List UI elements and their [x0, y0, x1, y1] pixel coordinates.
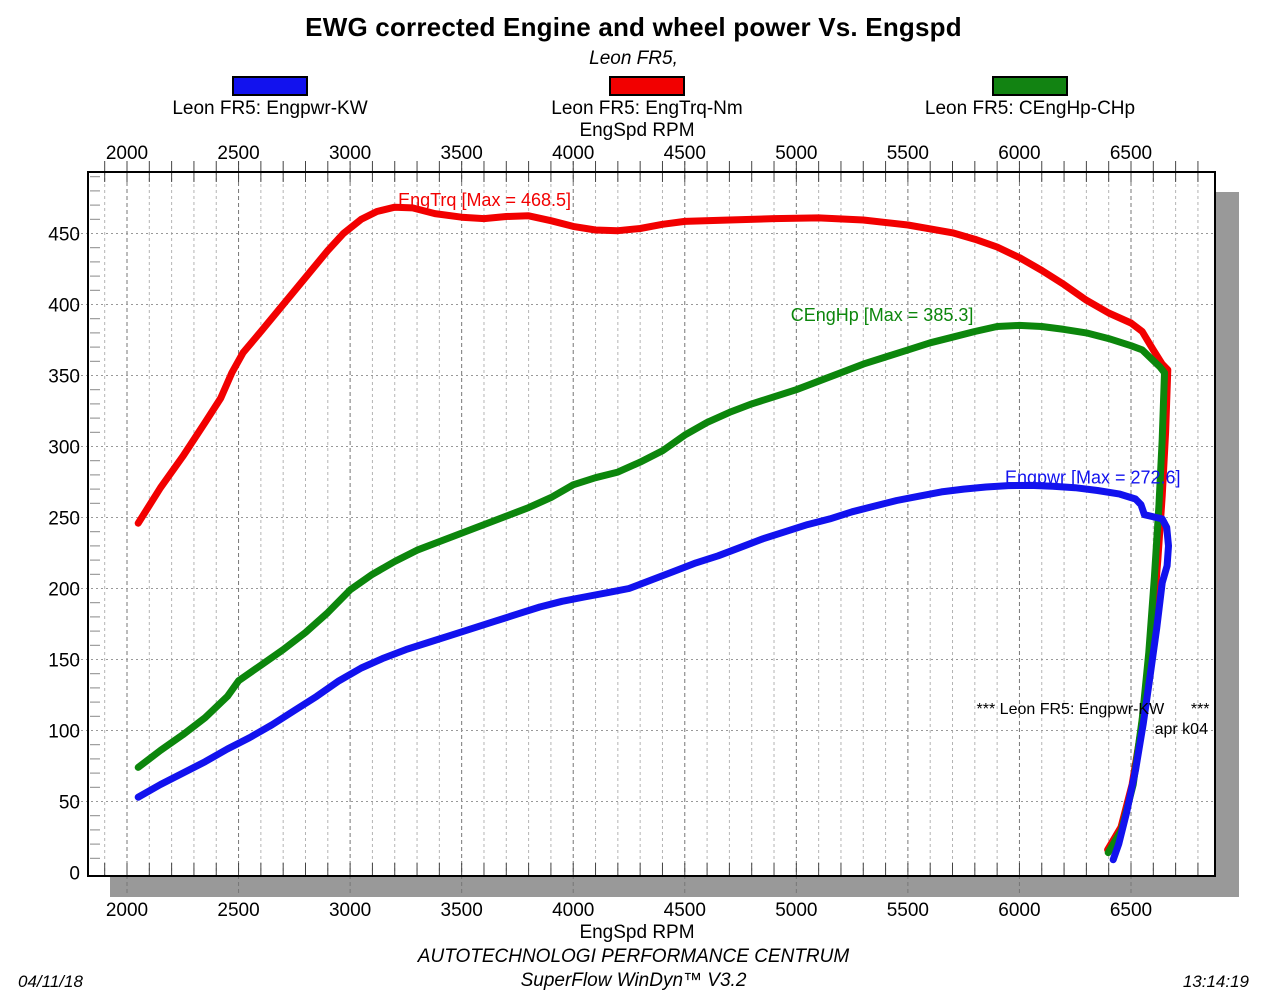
x-tick-label-bottom: 6500	[1110, 900, 1152, 921]
x-tick-label-top: 4500	[664, 143, 706, 164]
x-tick-label-bottom: 2500	[217, 900, 259, 921]
footer-date: 04/11/18	[18, 972, 83, 991]
x-tick-label-top: 5500	[887, 143, 929, 164]
x-axis-title-top: EngSpd RPM	[579, 120, 694, 141]
legend-item-engtrq: Leon FR5: EngTrq-Nm	[487, 76, 807, 120]
x-tick-label-top: 6000	[998, 143, 1040, 164]
x-tick-label-bottom: 2000	[106, 900, 148, 921]
engtrq-max-label: EngTrq [Max = 468.5]	[398, 190, 571, 210]
y-tick-label: 100	[48, 722, 80, 743]
legend-item-engpwr: Leon FR5: Engpwr-KW	[110, 76, 430, 120]
legend-swatch-cenghp-chp	[992, 76, 1068, 96]
run-note: *** Leon FR5: Engpwr-KW ***	[977, 701, 1210, 718]
legend-swatch-engpwr-kw	[232, 76, 308, 96]
y-tick-label: 0	[69, 864, 80, 885]
footer-time: 13:14:19	[1182, 972, 1249, 991]
chart-title: EWG corrected Engine and wheel power Vs.…	[305, 12, 962, 42]
x-tick-label-top: 2000	[106, 143, 148, 164]
footer-shop-name: AUTOTECHNOLOGI PERFORMANCE CENTRUM	[417, 946, 850, 967]
x-tick-label-top: 3500	[441, 143, 483, 164]
curve-cenghp-chp	[134, 321, 1168, 857]
y-tick-label: 450	[48, 225, 80, 246]
curve-engtrq-nm	[134, 203, 1172, 854]
legend-item-cenghp: Leon FR5: CEngHp-CHp	[870, 76, 1190, 120]
y-tick-label: 200	[48, 580, 80, 601]
x-tick-label-top: 4000	[552, 143, 594, 164]
x-tick-label-bottom: 3000	[329, 900, 371, 921]
x-tick-label-bottom: 4500	[664, 900, 706, 921]
y-tick-label: 300	[48, 438, 80, 459]
x-tick-label-top: 3000	[329, 143, 371, 164]
y-tick-label: 350	[48, 367, 80, 388]
legend-label-engtrq-nm: Leon FR5: EngTrq-Nm	[551, 98, 743, 119]
x-tick-label-bottom: 4000	[552, 900, 594, 921]
x-axis-title-bottom: EngSpd RPM	[579, 922, 694, 943]
legend-label-engpwr-kw: Leon FR5: Engpwr-KW	[172, 98, 368, 119]
run-note-2: apr k04	[1155, 721, 1208, 738]
y-tick-label: 400	[48, 296, 80, 317]
cenghp-max-label: CEngHp [Max = 385.3]	[791, 305, 974, 325]
x-tick-label-bottom: 5500	[887, 900, 929, 921]
engpwr-max-label: Engpwr [Max = 272.6]	[1005, 468, 1181, 488]
x-tick-label-top: 6500	[1110, 143, 1152, 164]
x-tick-label-bottom: 5000	[775, 900, 817, 921]
y-tick-label: 150	[48, 651, 80, 672]
plot-border	[87, 171, 1216, 877]
legend-swatch-engtrq-nm	[609, 76, 685, 96]
x-tick-label-top: 5000	[775, 143, 817, 164]
footer-software-version: SuperFlow WinDyn™ V3.2	[520, 970, 747, 991]
x-tick-label-top: 2500	[217, 143, 259, 164]
x-tick-label-bottom: 6000	[998, 900, 1040, 921]
y-tick-label: 250	[48, 509, 80, 530]
plot-background	[88, 172, 1215, 876]
legend-label-cenghp-chp: Leon FR5: CEngHp-CHp	[924, 98, 1136, 119]
chart-subtitle: Leon FR5,	[589, 48, 678, 69]
y-tick-label: 50	[59, 793, 80, 814]
curve-engpwr-kw	[134, 481, 1172, 864]
x-tick-label-bottom: 3500	[441, 900, 483, 921]
